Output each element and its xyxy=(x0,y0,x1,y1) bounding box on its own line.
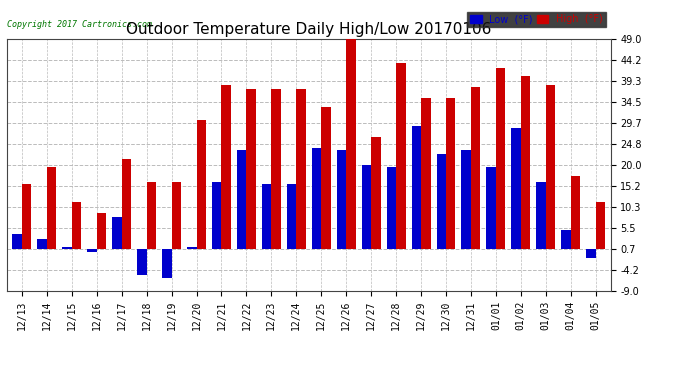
Bar xyxy=(546,85,555,249)
Legend: Low  (°F), High  (°F): Low (°F), High (°F) xyxy=(467,12,606,27)
Bar xyxy=(386,167,396,249)
Bar xyxy=(72,202,81,249)
Bar xyxy=(446,98,455,249)
Bar xyxy=(221,85,231,249)
Title: Outdoor Temperature Daily High/Low 20170106: Outdoor Temperature Daily High/Low 20170… xyxy=(126,22,491,37)
Bar xyxy=(521,76,531,249)
Bar xyxy=(561,230,571,249)
Bar xyxy=(271,89,281,249)
Bar xyxy=(146,182,156,249)
Bar xyxy=(362,165,371,249)
Bar xyxy=(97,213,106,249)
Bar xyxy=(511,128,521,249)
Bar xyxy=(197,120,206,249)
Bar xyxy=(296,89,306,249)
Bar xyxy=(571,176,580,249)
Bar xyxy=(337,150,346,249)
Bar xyxy=(486,167,496,249)
Bar xyxy=(137,249,146,276)
Text: Copyright 2017 Cartronics.com: Copyright 2017 Cartronics.com xyxy=(7,20,152,29)
Bar xyxy=(411,126,421,249)
Bar xyxy=(421,98,431,249)
Bar xyxy=(437,154,446,249)
Bar xyxy=(22,184,31,249)
Bar xyxy=(237,150,246,249)
Bar xyxy=(586,249,595,258)
Bar xyxy=(595,202,605,249)
Bar xyxy=(346,39,355,249)
Bar xyxy=(47,167,57,249)
Bar xyxy=(287,184,296,249)
Bar xyxy=(322,106,331,249)
Bar xyxy=(172,182,181,249)
Bar xyxy=(162,249,172,278)
Bar xyxy=(212,182,221,249)
Bar xyxy=(246,89,256,249)
Bar xyxy=(262,184,271,249)
Bar xyxy=(471,87,480,249)
Bar xyxy=(187,247,197,249)
Bar xyxy=(112,217,121,249)
Bar xyxy=(62,247,72,249)
Bar xyxy=(371,137,381,249)
Bar xyxy=(312,148,322,249)
Bar xyxy=(462,150,471,249)
Bar xyxy=(536,182,546,249)
Bar xyxy=(87,249,97,252)
Bar xyxy=(37,238,47,249)
Bar xyxy=(496,68,505,249)
Bar xyxy=(121,159,131,249)
Bar xyxy=(12,234,22,249)
Bar xyxy=(396,63,406,249)
